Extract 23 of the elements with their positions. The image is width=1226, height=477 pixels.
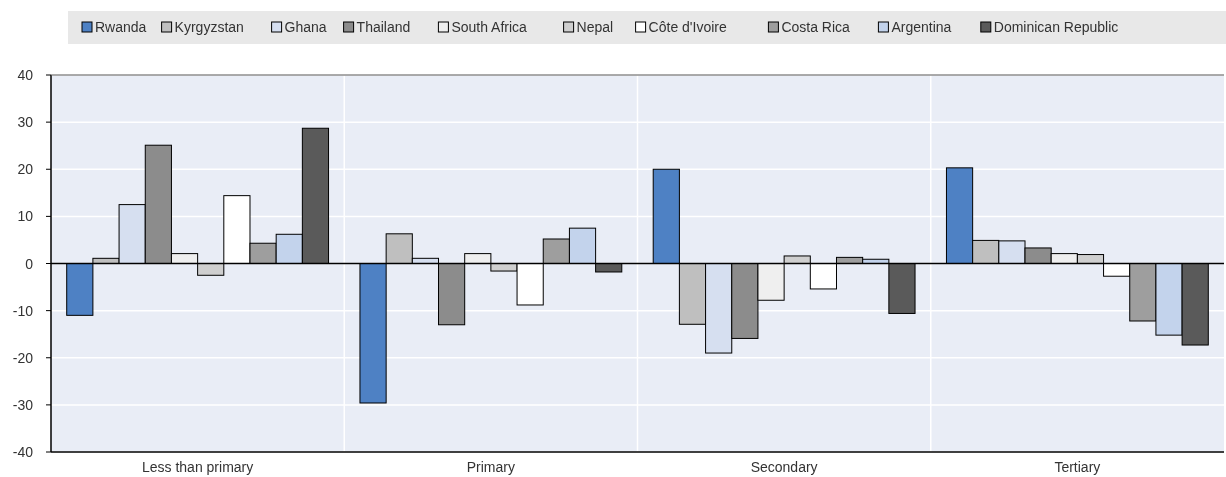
x-tick-label: Tertiary: [1054, 459, 1101, 475]
legend-label: Ghana: [284, 19, 327, 35]
y-tick-label: 30: [17, 114, 34, 131]
x-tick-label: Secondary: [750, 459, 818, 475]
y-tick-label: 0: [25, 255, 34, 272]
y-tick-label: -10: [12, 302, 34, 319]
legend-label: Côte d'Ivoire: [648, 19, 727, 35]
y-tick-label: 40: [17, 67, 34, 83]
y-tick-label: -30: [12, 396, 34, 413]
legend-label: Costa Rica: [781, 19, 851, 35]
y-tick-label: 20: [17, 161, 34, 178]
y-tick-label: 10: [17, 208, 34, 225]
y-tick-label: -40: [12, 444, 34, 460]
legend-label: Dominican Republic: [993, 19, 1119, 35]
y-tick-label: -20: [12, 349, 34, 366]
x-tick-label: Primary: [466, 459, 515, 475]
legend-label: South Africa: [451, 19, 528, 35]
legend-label: Rwanda: [95, 19, 147, 35]
x-tick-label: Less than primary: [141, 459, 254, 475]
legend-label: Nepal: [576, 19, 614, 35]
legend-label: Kyrgyzstan: [174, 19, 244, 35]
legend-label: Argentina: [891, 19, 952, 35]
legend-label: Thailand: [356, 19, 411, 35]
